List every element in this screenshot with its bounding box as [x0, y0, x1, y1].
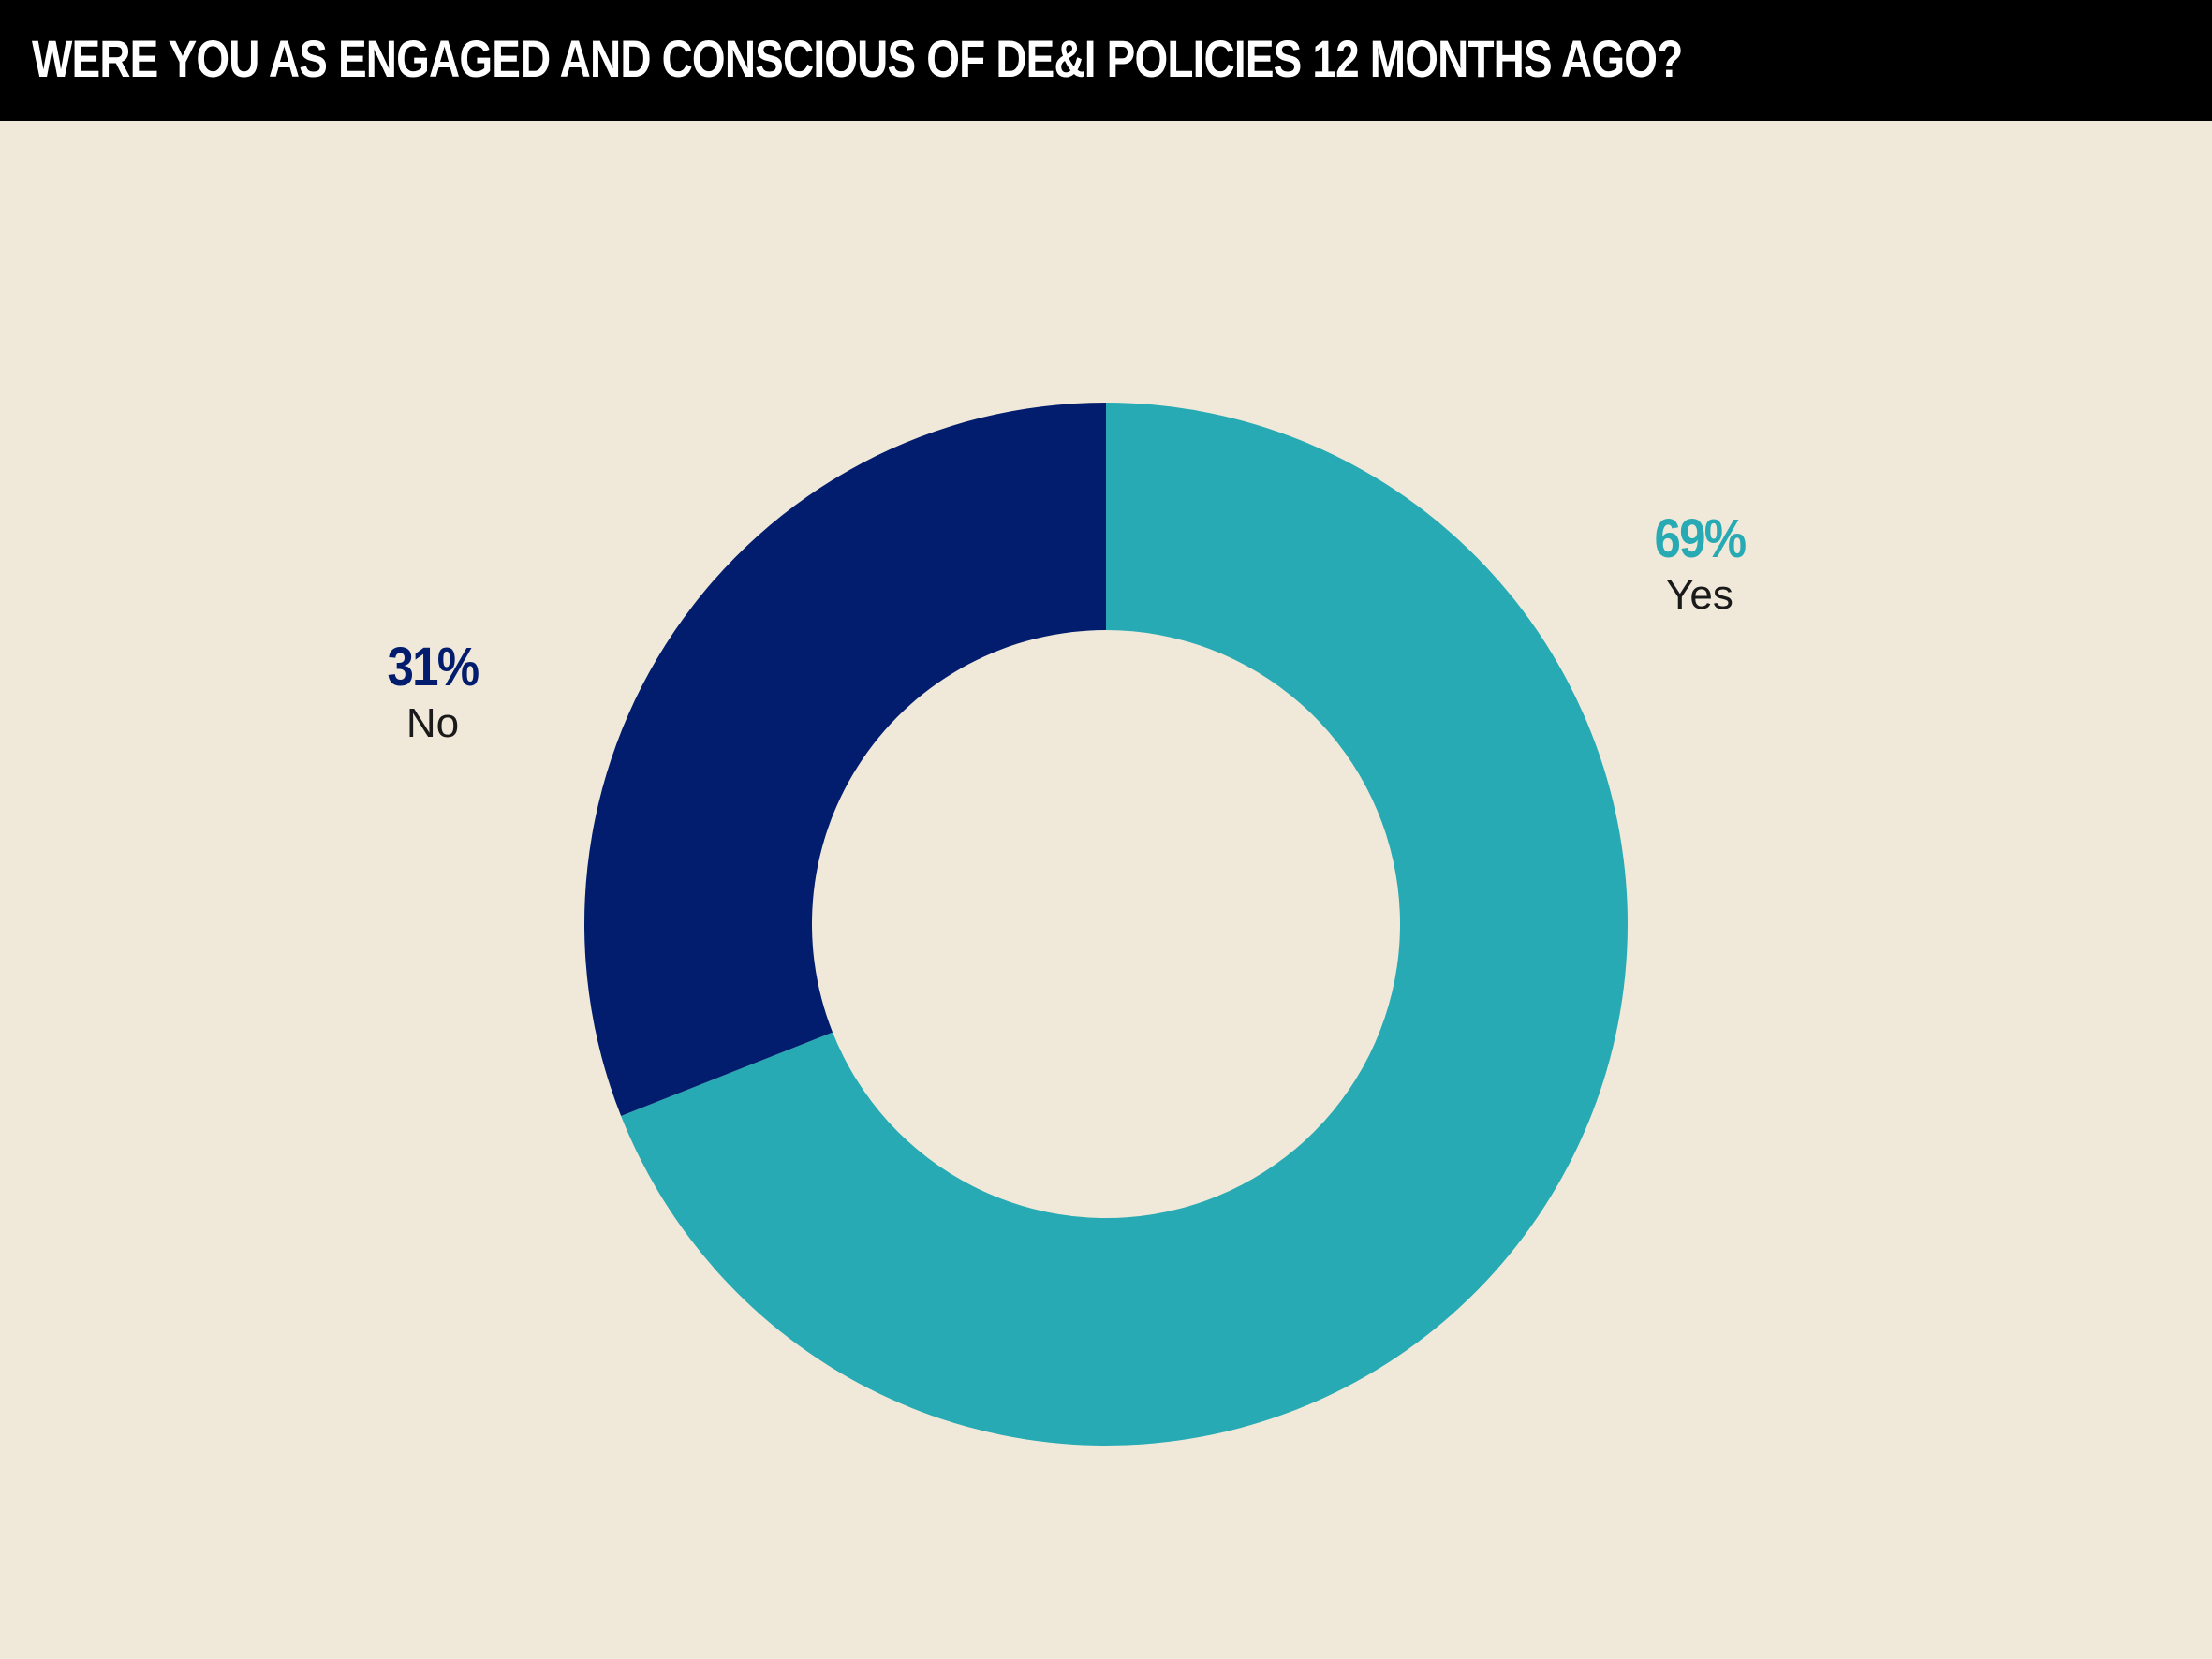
chart-area: 69% Yes 31% No [0, 121, 2212, 1659]
slice-percent-no: 31% [387, 637, 480, 697]
slice-label-no: 31% No [311, 639, 554, 751]
slice-name-no: No [406, 700, 460, 746]
slice-percent-yes: 69% [1654, 508, 1747, 569]
donut-chart [583, 403, 1628, 1446]
chart-title: WERE YOU AS ENGAGED AND CONSCIOUS OF DE&… [32, 29, 1683, 88]
title-bar: WERE YOU AS ENGAGED AND CONSCIOUS OF DE&… [0, 0, 2212, 121]
slice-name-yes: Yes [1666, 572, 1733, 618]
donut-slice-no [583, 403, 1106, 1117]
slice-label-yes: 69% Yes [1578, 510, 1821, 623]
donut-slice-yes [621, 403, 1628, 1446]
